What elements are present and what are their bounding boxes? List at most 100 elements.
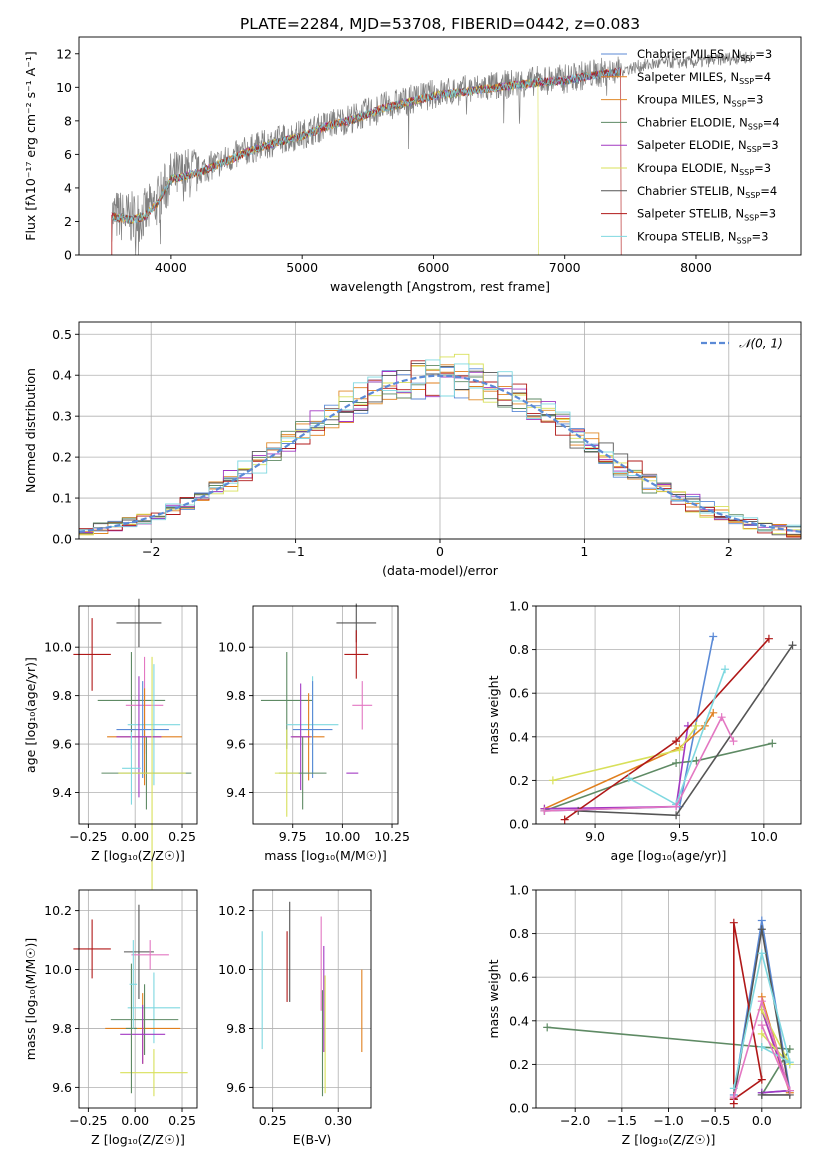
y-tick-label: 0: [64, 248, 72, 263]
plus-marker: [717, 713, 726, 722]
x-tick-label: 2: [725, 544, 733, 559]
plus-marker: [729, 737, 738, 746]
x-axis-label: (data-model)/error: [382, 563, 499, 578]
legend-entry: Salpeter ELODIE, NSSP=3: [637, 138, 779, 154]
legend-entry: Kroupa MILES, NSSP=3: [637, 93, 763, 109]
mass-vs-ebv-panel: 0.25 0.30 9.6 9.8 10.0 10.2 E(B-V): [218, 889, 372, 1147]
y-tick-label: 0.2: [52, 450, 72, 465]
y-tick-label: 10.2: [44, 903, 72, 918]
y-tick-label: 10.0: [44, 640, 72, 655]
y-tick-label: 9.8: [226, 688, 246, 703]
x-axis-label: Z [log₁₀(Z/Z☉)]: [91, 848, 185, 863]
axes-frame: [252, 605, 399, 825]
y-tick-label: 9.4: [226, 785, 246, 800]
y-axis-label: mass weight: [486, 675, 501, 754]
mass-weight-vs-metallicity-panel: −2.0 −1.5 −1.0 −0.5 0.0 0.0 0.2 0.4 0.6 0.8 1.0 Z […: [486, 883, 802, 1147]
y-tick-label: 8: [64, 113, 72, 128]
series-line: [733, 922, 763, 1104]
legend-entry: Chabrier MILES, NSSP=3: [637, 47, 772, 63]
plus-marker: [543, 1023, 552, 1032]
y-tick-label: 10.0: [44, 962, 72, 977]
x-tick-label: −0.25: [69, 1113, 107, 1128]
x-tick-label: 0.25: [168, 829, 196, 844]
x-tick-label: 0.25: [259, 1113, 287, 1128]
plus-marker: [672, 811, 681, 820]
axes-frame: [78, 605, 198, 825]
y-axis-label: age [log₁₀(age/yr)]: [23, 657, 38, 773]
plus-marker: [757, 997, 766, 1006]
y-tick-label: 10.0: [218, 640, 246, 655]
x-tick-label: 5000: [286, 260, 318, 275]
series-line: [544, 715, 735, 812]
y-tick-label: 0.0: [509, 1101, 529, 1116]
y-tick-label: 9.6: [52, 1080, 72, 1095]
x-tick-label: −1.5: [607, 1113, 637, 1128]
model-line-chabrier-stelib-n-ssp-4: [111, 67, 621, 224]
y-tick-label: 0.4: [52, 368, 72, 383]
plus-marker: [757, 1075, 766, 1084]
x-axis-label: Z [log₁₀(Z/Z☉)]: [91, 1132, 185, 1147]
x-tick-label: −1: [286, 544, 304, 559]
y-tick-label: 9.6: [52, 737, 72, 752]
observed-spectrum-line: [111, 51, 752, 256]
y-tick-label: 0.5: [52, 327, 72, 342]
y-tick-label: 0.4: [509, 1013, 529, 1028]
plus-marker: [729, 918, 738, 927]
plus-marker: [675, 745, 684, 754]
y-tick-label: 0.8: [509, 642, 529, 657]
legend-entry: Kroupa ELODIE, NSSP=3: [637, 161, 771, 177]
y-tick-label: 10.2: [218, 903, 246, 918]
mass-weight-vs-age-panel: 9.0 9.5 10.0 0.0 0.2 0.4 0.6 0.8 1.0 age [log₁₀(a…: [486, 599, 802, 863]
x-tick-label: 0: [436, 544, 444, 559]
y-tick-label: 10: [56, 80, 72, 95]
plus-marker: [672, 758, 681, 767]
x-tick-label: 0.25: [168, 1113, 196, 1128]
y-axis-label: Flux [fλ10⁻¹⁷ erg cm⁻² s⁻¹ A⁻¹]: [23, 51, 38, 240]
x-tick-label: 7000: [549, 260, 581, 275]
y-tick-label: 10.0: [218, 962, 246, 977]
plus-marker: [785, 1058, 794, 1067]
plus-marker: [721, 665, 730, 674]
model-line-salpeter-elodie-n-ssp-3: [111, 67, 621, 224]
legend-entry: Salpeter MILES, NSSP=4: [637, 70, 771, 86]
residual-histogram-panel: 𝒩(0, 1) −2 −1 0 1 2 0.0 0.1 0.2 0.3 0.4 0.5 (data-mo…: [23, 321, 802, 578]
model-line-salpeter-miles-n-ssp-4: [111, 68, 620, 224]
x-tick-label: 9.0: [585, 829, 605, 844]
x-tick-label: 4000: [155, 260, 187, 275]
x-axis-label: E(B-V): [293, 1132, 332, 1147]
y-tick-label: 0.1: [52, 491, 72, 506]
x-tick-label: 0.30: [324, 1113, 352, 1128]
x-tick-label: 0.00: [121, 829, 149, 844]
y-tick-label: 0.0: [509, 817, 529, 832]
x-tick-label: 0.0: [752, 1113, 772, 1128]
age-vs-metallicity-panel: −0.25 0.00 0.25 9.4 9.6 9.8 10.0 Z [log₁₀(Z/Z☉)…: [23, 598, 198, 890]
y-tick-label: 9.8: [52, 1021, 72, 1036]
y-tick-label: 1.0: [509, 883, 529, 898]
legend-entry: Chabrier STELIB, NSSP=4: [637, 184, 777, 200]
x-tick-label: 8000: [680, 260, 712, 275]
y-tick-label: 0.2: [509, 773, 529, 788]
legend-entry: Kroupa STELIB, NSSP=3: [637, 229, 768, 245]
plus-marker: [709, 632, 718, 641]
x-tick-label: −0.5: [700, 1113, 730, 1128]
plus-marker: [757, 1029, 766, 1038]
x-tick-label: 10.25: [374, 829, 410, 844]
series-line: [544, 712, 714, 810]
y-axis-label: mass weight: [486, 959, 501, 1038]
y-axis-label: mass [log₁₀(M/M☉)]: [23, 938, 38, 1060]
plus-marker: [672, 802, 681, 811]
model-line-chabrier-miles-n-ssp-3: [111, 68, 621, 224]
x-tick-label: 1: [580, 544, 588, 559]
figure-title: PLATE=2284, MJD=53708, FIBERID=0442, z=0…: [240, 15, 640, 33]
spectrum-panel: Chabrier MILES, NSSP=3 Salpeter MILES, NS…: [23, 36, 802, 294]
plus-marker: [788, 641, 797, 650]
y-tick-label: 1.0: [509, 599, 529, 614]
y-tick-label: 0.3: [52, 409, 72, 424]
plus-marker: [757, 916, 766, 925]
x-tick-label: −2: [142, 544, 160, 559]
model-line-chabrier-elodie-n-ssp-4: [111, 67, 621, 223]
normal-reference-line: [78, 374, 802, 533]
model-line-kroupa-stelib-n-ssp-3: [111, 67, 621, 224]
age-vs-mass-panel: 9.75 10.00 10.25 9.4 9.6 9.8 10.0 mass [log₁₀(M…: [218, 603, 410, 863]
